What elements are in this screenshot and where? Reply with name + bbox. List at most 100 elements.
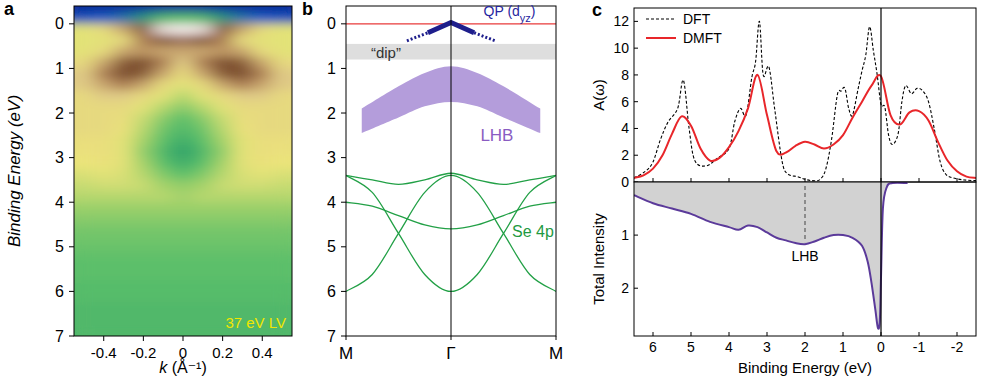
heatmap-cell bbox=[74, 269, 94, 281]
heatmap-cell bbox=[74, 124, 94, 136]
x-tick bbox=[881, 332, 882, 336]
y-tick bbox=[341, 291, 346, 292]
heatmap-cell bbox=[113, 157, 133, 169]
spectrum-line bbox=[634, 21, 976, 180]
heatmap-cell bbox=[94, 12, 114, 24]
heatmap-cell bbox=[133, 68, 153, 80]
heatmap-cell bbox=[74, 213, 94, 225]
heatmap-cell bbox=[252, 224, 272, 236]
intensity-line bbox=[634, 183, 908, 329]
x-tick-label: 6 bbox=[649, 339, 657, 355]
heatmap-cell bbox=[173, 79, 193, 91]
heatmap-cell bbox=[272, 90, 292, 102]
heatmap-cell bbox=[252, 247, 272, 259]
heatmap-cell bbox=[193, 124, 213, 136]
heatmap-cell bbox=[133, 146, 153, 158]
frame bbox=[634, 182, 976, 336]
heatmap-cell bbox=[252, 57, 272, 69]
heatmap-cell bbox=[272, 79, 292, 91]
heatmap-cell bbox=[193, 57, 213, 69]
heatmap-clip bbox=[74, 6, 292, 336]
x-tick bbox=[881, 178, 882, 182]
x-axis-title: k (Å⁻¹) bbox=[159, 358, 207, 376]
y-tick bbox=[341, 202, 346, 203]
y-tick bbox=[341, 68, 346, 69]
heatmap-cell bbox=[193, 6, 213, 13]
heatmap-cell bbox=[153, 224, 173, 236]
heatmap-cell bbox=[94, 213, 114, 225]
heatmap-cell bbox=[173, 90, 193, 102]
heatmap-cell bbox=[153, 113, 173, 125]
heatmap-cell bbox=[212, 157, 232, 169]
heatmap-cell bbox=[232, 180, 252, 192]
heatmap-cell bbox=[133, 12, 153, 24]
frame bbox=[74, 6, 292, 336]
y-tick-label: 1 bbox=[55, 60, 64, 77]
heatmap-cell bbox=[252, 291, 272, 303]
heatmap-cell bbox=[173, 235, 193, 247]
heatmap-cell bbox=[94, 325, 114, 336]
heatmap-cell bbox=[133, 6, 153, 13]
heatmap-cell bbox=[74, 57, 94, 69]
heatmap-cell bbox=[193, 146, 213, 158]
heatmap-cell bbox=[193, 258, 213, 270]
heatmap-cell bbox=[173, 191, 193, 203]
heatmap-cell bbox=[272, 102, 292, 114]
y-tick bbox=[634, 21, 638, 22]
heatmap-cell bbox=[94, 79, 114, 91]
frame bbox=[634, 8, 976, 182]
heatmap-cell bbox=[252, 12, 272, 24]
x-tick-label: M bbox=[549, 344, 563, 363]
heatmap-cell bbox=[153, 258, 173, 270]
heatmap-cell bbox=[232, 291, 252, 303]
heatmap-cell bbox=[113, 269, 133, 281]
heatmap-cell bbox=[173, 12, 193, 24]
x-tick bbox=[957, 178, 958, 182]
y-tick bbox=[634, 48, 638, 49]
x-tick-label: 0.4 bbox=[252, 344, 273, 361]
x-tick bbox=[957, 332, 958, 336]
heatmap-cell bbox=[272, 247, 292, 259]
heatmap-cell bbox=[252, 102, 272, 114]
y-tick bbox=[69, 246, 74, 247]
heatmap-cell bbox=[232, 247, 252, 259]
x-tick bbox=[805, 178, 806, 182]
heatmap-cell bbox=[232, 280, 252, 292]
heatmap-cell bbox=[133, 135, 153, 147]
y-tick-label: 5 bbox=[327, 238, 336, 255]
heatmap-cell bbox=[212, 90, 232, 102]
heatmap-cell bbox=[193, 102, 213, 114]
heatmap-cell bbox=[272, 168, 292, 180]
heatmap-cell bbox=[74, 79, 94, 91]
y-tick-label: 1 bbox=[327, 60, 336, 77]
heatmap-cell bbox=[232, 146, 252, 158]
heatmap-cell bbox=[153, 135, 173, 147]
heatmap-cell bbox=[94, 24, 114, 36]
y-tick-label: 6 bbox=[55, 283, 64, 300]
y-tick bbox=[634, 235, 638, 236]
heatmap-cell bbox=[133, 79, 153, 91]
y-axis-title: A(ω) bbox=[590, 79, 607, 111]
heatmap-cell bbox=[272, 202, 292, 214]
y-tick bbox=[341, 23, 346, 24]
heatmap-cell bbox=[153, 35, 173, 47]
heatmap-cell bbox=[252, 202, 272, 214]
y-tick-label: 8 bbox=[621, 67, 629, 83]
y-tick bbox=[69, 202, 74, 203]
heatmap-cell bbox=[193, 168, 213, 180]
heatmap-cell bbox=[94, 235, 114, 247]
heatmap-cell bbox=[133, 24, 153, 36]
heatmap-cell bbox=[113, 102, 133, 114]
y-tick bbox=[341, 246, 346, 247]
heatmap-cell bbox=[153, 157, 173, 169]
heatmap-cell bbox=[133, 213, 153, 225]
y-tick-label: 0 bbox=[327, 15, 336, 32]
heatmap-cell bbox=[94, 258, 114, 270]
heatmap-cell bbox=[94, 113, 114, 125]
heatmap-cell bbox=[252, 113, 272, 125]
y-tick bbox=[69, 336, 74, 337]
heatmap-cell bbox=[212, 269, 232, 281]
spectra bbox=[634, 21, 976, 180]
heatmap-cell bbox=[212, 213, 232, 225]
heatmap-cell bbox=[232, 157, 252, 169]
